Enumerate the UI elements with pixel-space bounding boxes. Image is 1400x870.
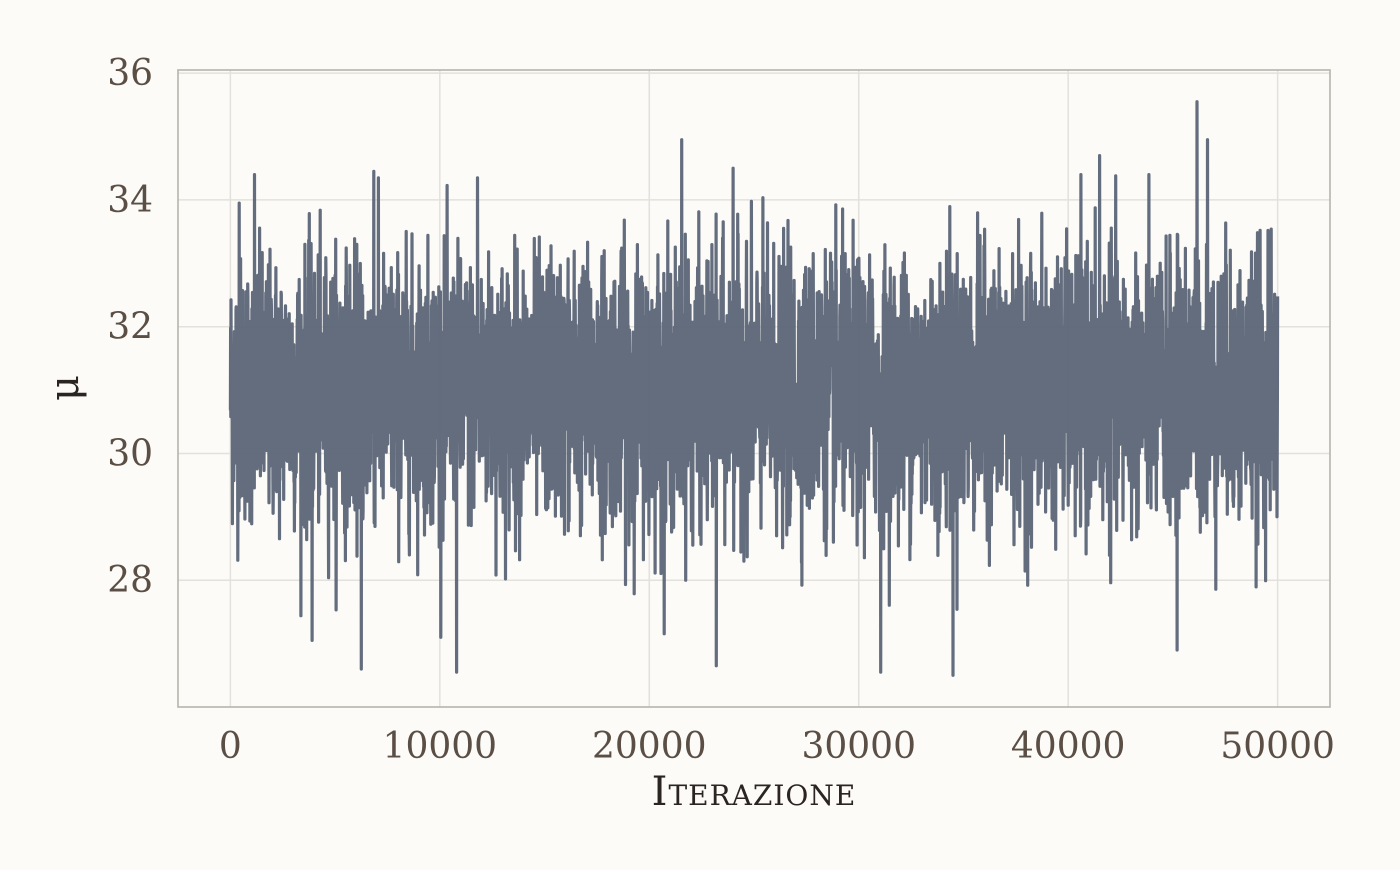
y-axis-ticks: 28 30 32 34 36 — [107, 53, 153, 601]
y-tick-label: 36 — [107, 53, 153, 94]
y-tick-label: 34 — [107, 180, 153, 221]
series-trace — [228, 100, 1280, 677]
x-tick-label: 0 — [219, 726, 242, 767]
y-tick-label: 32 — [107, 307, 153, 348]
y-tick-label: 28 — [107, 560, 153, 601]
y-tick-label: 30 — [107, 433, 153, 474]
x-tick-label: 10000 — [383, 726, 498, 767]
y-axis-title: μ — [42, 375, 88, 401]
x-tick-label: 50000 — [1220, 726, 1335, 767]
series-line — [228, 100, 1280, 677]
panel-border — [177, 69, 1331, 708]
x-tick-label: 20000 — [592, 726, 707, 767]
x-axis-title: Iterazione — [652, 769, 857, 815]
x-axis-ticks: 0 10000 20000 30000 40000 50000 — [219, 726, 1335, 767]
x-tick-label: 30000 — [801, 726, 916, 767]
x-tick-label: 40000 — [1011, 726, 1126, 767]
